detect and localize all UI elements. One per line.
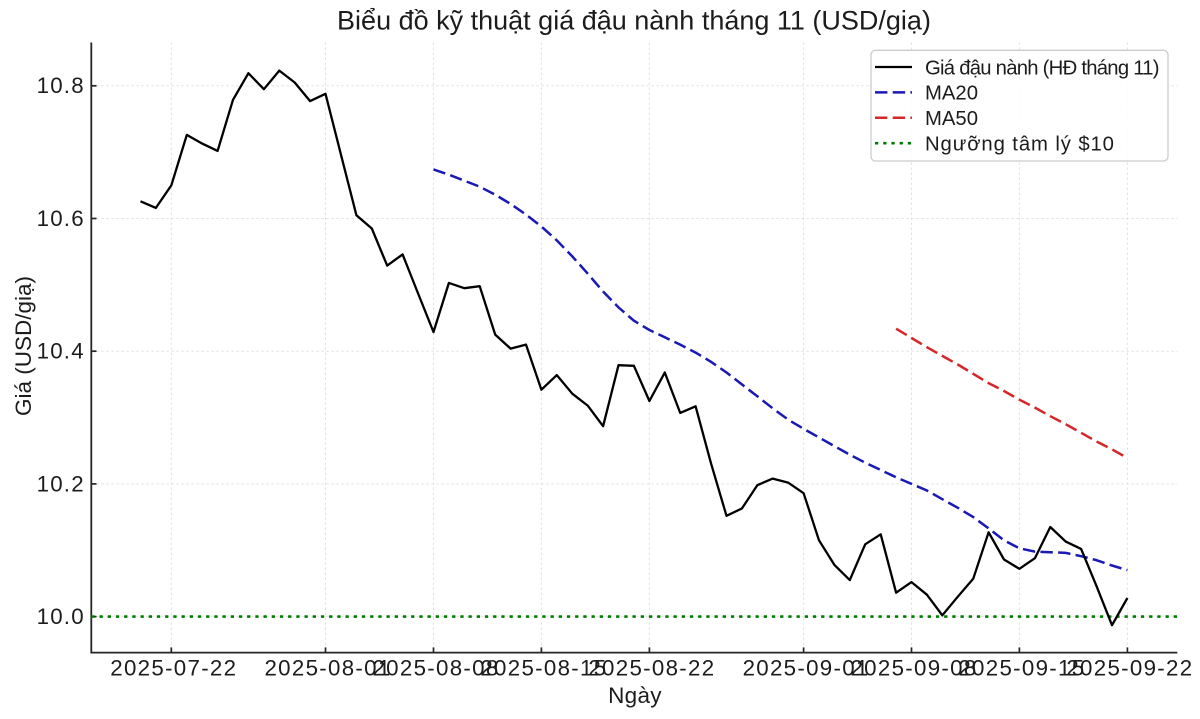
- svg-text:MA20: MA20: [925, 83, 978, 105]
- svg-text:Biểu đồ kỹ thuật giá đậu nành: Biểu đồ kỹ thuật giá đậu nành tháng 11 (…: [337, 6, 931, 36]
- svg-text:2025-08-15: 2025-08-15: [480, 656, 607, 681]
- svg-text:Ngày: Ngày: [608, 683, 662, 708]
- svg-text:MA50: MA50: [925, 108, 978, 130]
- svg-text:Giá đậu nành (HĐ tháng 11): Giá đậu nành (HĐ tháng 11): [925, 57, 1159, 79]
- svg-text:10.6: 10.6: [37, 206, 85, 231]
- svg-text:Giá (USD/giạ): Giá (USD/giạ): [11, 276, 36, 416]
- svg-text:10.8: 10.8: [37, 73, 85, 98]
- svg-text:2025-08-22: 2025-08-22: [588, 656, 715, 681]
- svg-text:2025-09-22: 2025-09-22: [1066, 656, 1193, 681]
- svg-text:2025-09-01: 2025-09-01: [743, 656, 870, 681]
- svg-text:2025-07-22: 2025-07-22: [110, 656, 237, 681]
- svg-text:10.4: 10.4: [37, 339, 85, 364]
- svg-text:2025-09-08: 2025-09-08: [850, 656, 977, 681]
- svg-text:10.2: 10.2: [37, 471, 85, 496]
- svg-text:2025-08-01: 2025-08-01: [264, 656, 391, 681]
- svg-text:2025-08-08: 2025-08-08: [372, 656, 499, 681]
- svg-text:2025-09-15: 2025-09-15: [958, 656, 1085, 681]
- svg-text:Ngưỡng tâm lý $10: Ngưỡng tâm lý $10: [925, 134, 1115, 156]
- svg-text:10.0: 10.0: [37, 604, 85, 629]
